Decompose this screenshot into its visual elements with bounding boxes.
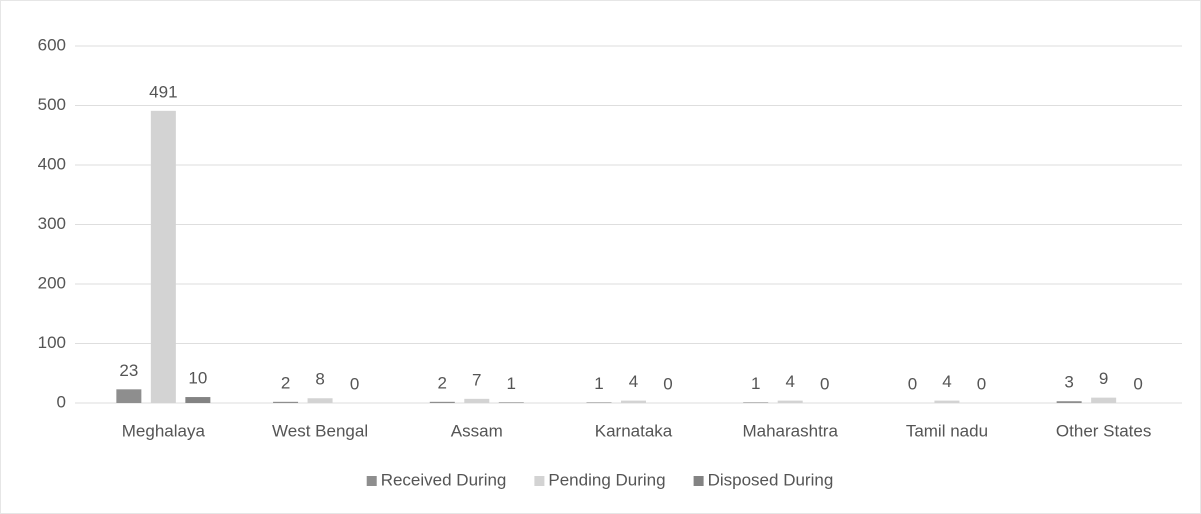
data-label: 1 (507, 374, 516, 393)
y-tick-label: 500 (38, 95, 66, 114)
legend-label: Disposed During (708, 470, 834, 489)
y-tick-label: 400 (38, 154, 66, 173)
y-tick-label: 600 (38, 35, 66, 54)
bar (621, 400, 646, 403)
x-tick-label: Maharashtra (742, 421, 838, 440)
x-tick-label: Tamil nadu (906, 421, 988, 440)
data-label: 2 (438, 373, 447, 392)
data-label: 0 (908, 374, 917, 393)
data-label: 7 (472, 370, 481, 389)
data-label: 0 (820, 374, 829, 393)
data-label: 0 (977, 374, 986, 393)
data-label: 9 (1099, 369, 1108, 388)
data-label: 4 (942, 372, 951, 391)
y-tick-label: 200 (38, 273, 66, 292)
bar (498, 402, 524, 403)
data-label: 23 (119, 361, 138, 380)
legend-swatch (366, 476, 377, 486)
data-label: 0 (1133, 374, 1142, 393)
bar (743, 402, 769, 403)
legend-swatch (693, 476, 704, 486)
data-label: 1 (751, 374, 760, 393)
data-label: 10 (188, 369, 207, 388)
bar (150, 110, 176, 403)
bar (934, 400, 960, 403)
bar (116, 389, 142, 403)
legend-label: Received During (381, 470, 507, 489)
bar (777, 400, 803, 403)
bar (429, 401, 455, 403)
bar (273, 401, 299, 403)
data-label: 4 (785, 372, 794, 391)
bar (307, 398, 333, 403)
data-label: 0 (663, 374, 672, 393)
legend-label: Pending During (548, 470, 665, 489)
bar (464, 398, 490, 403)
data-label: 8 (315, 370, 324, 389)
y-tick-label: 0 (57, 392, 66, 411)
legend-swatch (534, 476, 545, 486)
data-label: 4 (629, 372, 638, 391)
x-tick-label: Assam (451, 421, 503, 440)
data-label: 1 (594, 374, 603, 393)
x-tick-label: Other States (1056, 421, 1151, 440)
bar (1056, 401, 1082, 403)
data-label: 3 (1064, 373, 1073, 392)
x-tick-label: Meghalaya (122, 421, 206, 440)
x-tick-label: Karnataka (595, 421, 673, 440)
y-tick-label: 300 (38, 214, 66, 233)
bar (586, 402, 612, 403)
data-label: 491 (149, 82, 177, 101)
data-label: 0 (350, 374, 359, 393)
x-tick-label: West Bengal (272, 421, 368, 440)
data-label: 2 (281, 373, 290, 392)
bar (1091, 397, 1117, 403)
y-tick-label: 100 (38, 333, 66, 352)
bar (185, 397, 211, 403)
